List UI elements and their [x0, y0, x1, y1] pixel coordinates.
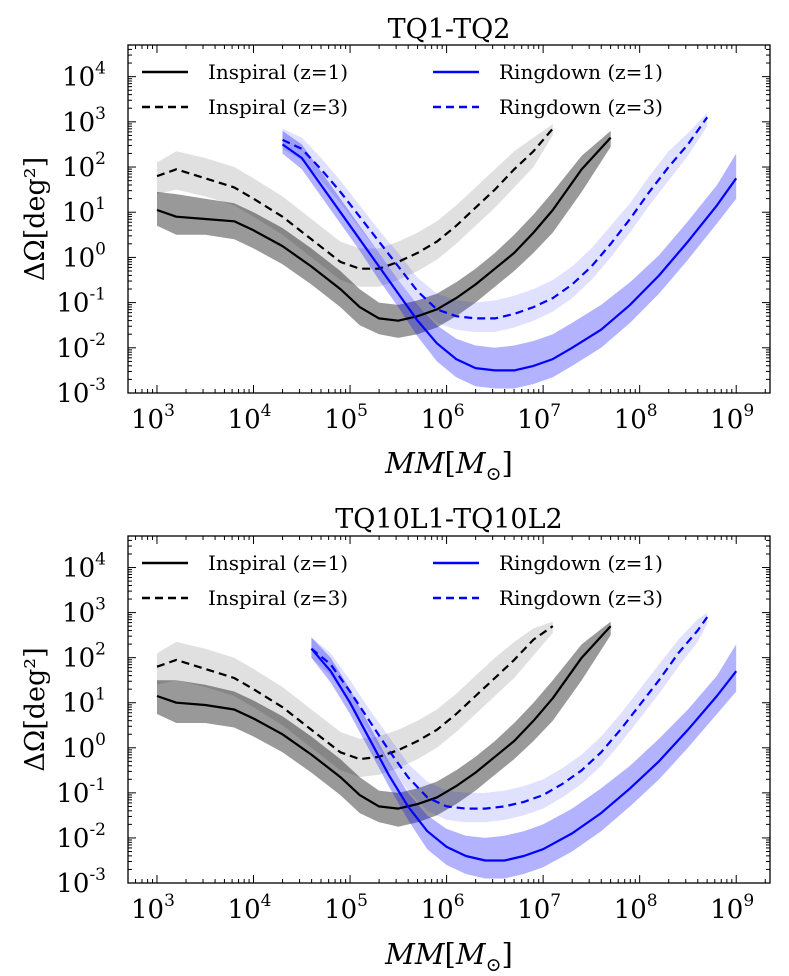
x-tick-label: 104 — [228, 401, 272, 435]
y-tick-label: 100 — [62, 239, 106, 273]
y-tick-label: 101 — [62, 685, 106, 719]
chart-panel-2: TQ10L1-TQ10L2 103 104 105 106 107 108 109 10-3 10… — [20, 504, 771, 976]
y-tick-label: 101 — [62, 194, 106, 228]
y-tick-label: 102 — [62, 149, 106, 183]
x-tick-label: 107 — [517, 401, 561, 435]
series-line-1 — [156, 136, 612, 322]
chart-title: TQ10L1-TQ10L2 — [335, 504, 562, 535]
y-tick-label: 10-2 — [56, 820, 106, 854]
confidence-band-1 — [157, 130, 611, 338]
ticks — [128, 535, 770, 884]
x-tick-label: 103 — [131, 891, 175, 925]
legend-label-3: Ringdown (z=1) — [499, 60, 663, 84]
y-tick-label: 100 — [62, 730, 106, 764]
series-line-1 — [156, 625, 612, 810]
x-tick-label: 103 — [131, 401, 175, 435]
x-tick-label: 106 — [421, 401, 465, 435]
legend-label-2: Inspiral (z=3) — [208, 586, 348, 610]
x-axis-label: MM[M⊙] — [384, 446, 513, 485]
legend: Inspiral (z=1) Inspiral (z=3) Ringdown (z=… — [142, 60, 663, 119]
y-tick-label: 102 — [62, 640, 106, 674]
series-line-4 — [282, 116, 709, 320]
chart-panel-1: TQ1-TQ2 103 104 105 106 107 108 109 10-3 10-2 10-1… — [20, 14, 771, 485]
series-line-3 — [310, 647, 738, 862]
confidence-band-2 — [157, 621, 553, 778]
series-line-2 — [156, 127, 554, 270]
legend-label-3: Ringdown (z=1) — [499, 551, 663, 575]
x-tick-label: 109 — [710, 891, 754, 925]
confidence-band-4 — [282, 112, 708, 332]
y-axis-label: ΔΩ[deg²] — [20, 647, 51, 771]
y-tick-label: 104 — [62, 59, 106, 93]
plot-area — [156, 112, 738, 389]
y-tick-label: 10-1 — [56, 775, 106, 809]
y-tick-label: 10-1 — [56, 285, 106, 319]
confidence-band-1 — [157, 621, 611, 827]
x-tick-label: 109 — [710, 401, 754, 435]
legend-label-4: Ringdown (z=3) — [499, 586, 663, 610]
x-tick-label: 105 — [324, 401, 368, 435]
legend-label-4: Ringdown (z=3) — [499, 95, 663, 119]
plot-area — [156, 612, 738, 879]
x-tick-label: 107 — [517, 891, 561, 925]
series-line-4 — [310, 616, 709, 810]
legend: Inspiral (z=1) Inspiral (z=3) Ringdown (z=… — [142, 551, 663, 610]
confidence-band-4 — [311, 612, 708, 823]
legend-label-1: Inspiral (z=1) — [208, 60, 348, 84]
y-tick-label: 10-3 — [56, 375, 106, 409]
x-tick-label: 106 — [421, 891, 465, 925]
ticks — [128, 44, 770, 394]
y-tick-label: 10-3 — [56, 865, 106, 899]
x-tick-label: 105 — [324, 891, 368, 925]
y-axis-label: ΔΩ[deg²] — [20, 157, 51, 281]
x-axis-label: MM[M⊙] — [384, 937, 513, 976]
series-line-3 — [281, 143, 738, 372]
y-tick-label: 103 — [62, 595, 106, 629]
legend-label-2: Inspiral (z=3) — [208, 95, 348, 119]
x-tick-label: 108 — [614, 891, 658, 925]
y-tick-label: 104 — [62, 550, 106, 584]
confidence-band-3 — [282, 130, 737, 389]
x-tick-label: 108 — [614, 401, 658, 435]
x-tick-label: 104 — [228, 891, 272, 925]
y-tick-label: 103 — [62, 104, 106, 138]
confidence-band-2 — [157, 124, 553, 287]
legend-label-1: Inspiral (z=1) — [208, 551, 348, 575]
chart-title: TQ1-TQ2 — [388, 14, 511, 45]
y-tick-label: 10-2 — [56, 330, 106, 364]
